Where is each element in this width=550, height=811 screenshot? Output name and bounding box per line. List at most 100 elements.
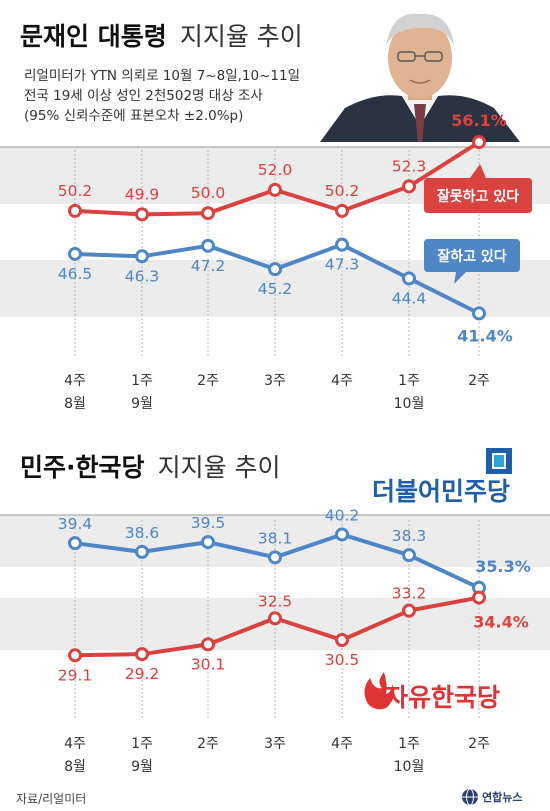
x-tick-week: 1주: [398, 373, 420, 389]
chart1-title-light: 지지율 추이: [180, 22, 303, 51]
chart1-subtitle-line-3: (95% 신뢰수준에 표본오차 ±2.0%p): [24, 108, 243, 124]
chart2-series: [68, 527, 486, 663]
data-point: [268, 611, 282, 626]
x-tick-month: 10월: [394, 396, 425, 412]
x-tick-month: 10월: [394, 759, 425, 775]
liberty-korea-party-name: 자유한국당: [385, 683, 500, 712]
data-label: 34.4%: [473, 613, 529, 632]
chart1-x-ticks: 4주 8월 1주 9월 2주 3주 4주 1주 10월 2주: [64, 373, 490, 412]
x-tick-week: 4주: [331, 736, 353, 752]
chart2-title-bold: 민주·한국당: [20, 453, 145, 482]
data-point: [268, 550, 282, 565]
chart1-series: [68, 135, 486, 321]
x-tick-week: 4주: [64, 373, 86, 389]
callout-disapprove-label: 잘못하고 있다: [437, 188, 519, 205]
data-point: [68, 648, 82, 663]
data-label: 30.1: [191, 655, 226, 673]
x-tick-month: 8월: [64, 759, 86, 775]
data-point: [472, 590, 486, 605]
x-tick-week: 4주: [331, 373, 353, 389]
chart1-title-bold: 문재인 대통령: [20, 22, 167, 51]
data-label: 39.5: [191, 514, 226, 532]
x-tick-week: 3주: [264, 736, 286, 752]
chart2-title-light: 지지율 추이: [158, 453, 281, 482]
data-point: [201, 637, 215, 652]
callout-approve-label: 잘하고 있다: [437, 248, 506, 265]
data-label: 35.3%: [475, 557, 531, 576]
data-point: [68, 536, 82, 551]
data-point: [402, 179, 416, 194]
data-label: 50.0: [191, 184, 226, 202]
x-tick-week: 2주: [468, 736, 490, 752]
data-point: [335, 237, 349, 252]
data-point: [135, 647, 149, 662]
data-label: 50.2: [58, 182, 93, 200]
data-label: 32.5: [258, 592, 293, 610]
data-label: 56.1%: [451, 111, 507, 130]
x-tick-month: 9월: [131, 759, 153, 775]
data-point: [472, 306, 486, 321]
chart2-data-labels: 39.4 38.6 39.5 38.1 40.2 38.3 35.3% 29.1 29.2 30.…: [58, 506, 531, 684]
data-point: [335, 527, 349, 542]
callout-approve: 잘하고 있다: [424, 239, 520, 284]
data-point: [402, 548, 416, 563]
data-point: [402, 271, 416, 286]
yonhap-name: 연합뉴스: [482, 790, 522, 804]
data-label: 29.2: [125, 665, 160, 683]
data-label: 49.9: [125, 185, 160, 203]
data-label: 33.2: [392, 585, 427, 603]
data-point: [135, 207, 149, 222]
data-label: 38.6: [125, 524, 160, 542]
data-point: [135, 249, 149, 264]
data-label: 46.5: [58, 265, 93, 283]
chart1-plot: 50.2 49.9 50.0 52.0 50.2 52.3 56.1% 46.5 46.3 47.…: [0, 111, 550, 412]
data-label: 52.3: [392, 157, 427, 175]
chart2-plot: 39.4 38.6 39.5 38.1 40.2 38.3 35.3% 29.1 29.2 30.…: [0, 506, 550, 775]
data-label: 50.2: [325, 182, 360, 200]
data-point: [472, 135, 486, 150]
x-tick-month: 9월: [131, 396, 153, 412]
data-label: 47.2: [191, 257, 226, 275]
data-point: [335, 633, 349, 648]
data-label: 30.5: [325, 651, 360, 669]
data-label: 41.4%: [457, 326, 513, 345]
chart1-title: 문재인 대통령 지지율 추이: [20, 22, 303, 51]
chart1-subtitle-line-1: 리얼미터가 YTN 의뢰로 10월 7~8일,10~11일: [24, 68, 300, 84]
data-point: [402, 603, 416, 618]
chart2-title: 민주·한국당 지지율 추이: [20, 453, 281, 482]
source-note: 자료/리얼미터: [16, 792, 86, 806]
data-label: 38.3: [392, 527, 427, 545]
x-tick-week: 1주: [131, 736, 153, 752]
callout-disapprove: 잘못하고 있다: [424, 164, 532, 213]
data-point: [201, 206, 215, 221]
data-label: 39.4: [58, 515, 93, 533]
president-photo: [320, 13, 520, 142]
data-point: [335, 203, 349, 218]
data-point: [135, 544, 149, 559]
x-tick-week: 1주: [131, 373, 153, 389]
data-point: [68, 203, 82, 218]
data-label: 46.3: [125, 267, 160, 285]
x-tick-week: 4주: [64, 736, 86, 752]
data-label: 29.1: [58, 666, 93, 684]
data-label: 52.0: [258, 161, 293, 179]
liberty-korea-party-logo: 자유한국당: [364, 672, 500, 712]
yonhap-logo: 연합뉴스: [462, 788, 522, 806]
x-tick-week: 2주: [197, 736, 219, 752]
data-label: 40.2: [325, 506, 360, 524]
data-point: [201, 535, 215, 550]
data-label: 44.4: [392, 289, 427, 307]
data-point: [68, 246, 82, 261]
democratic-party-logo: 더불어민주당: [372, 448, 512, 506]
democratic-party-name: 더불어민주당: [372, 477, 510, 506]
chart1-data-labels: 50.2 49.9 50.0 52.0 50.2 52.3 56.1% 46.5 46.3 47.…: [58, 111, 513, 345]
x-tick-week: 3주: [264, 373, 286, 389]
data-point: [268, 182, 282, 197]
data-label: 38.1: [258, 529, 293, 547]
x-tick-week: 2주: [197, 373, 219, 389]
chart2-x-ticks: 4주 8월 1주 9월 2주 3주 4주 1주 10월 2주: [64, 736, 490, 775]
data-label: 45.2: [258, 280, 293, 298]
torch-flame-icon: [364, 672, 394, 710]
x-tick-week: 2주: [468, 373, 490, 389]
